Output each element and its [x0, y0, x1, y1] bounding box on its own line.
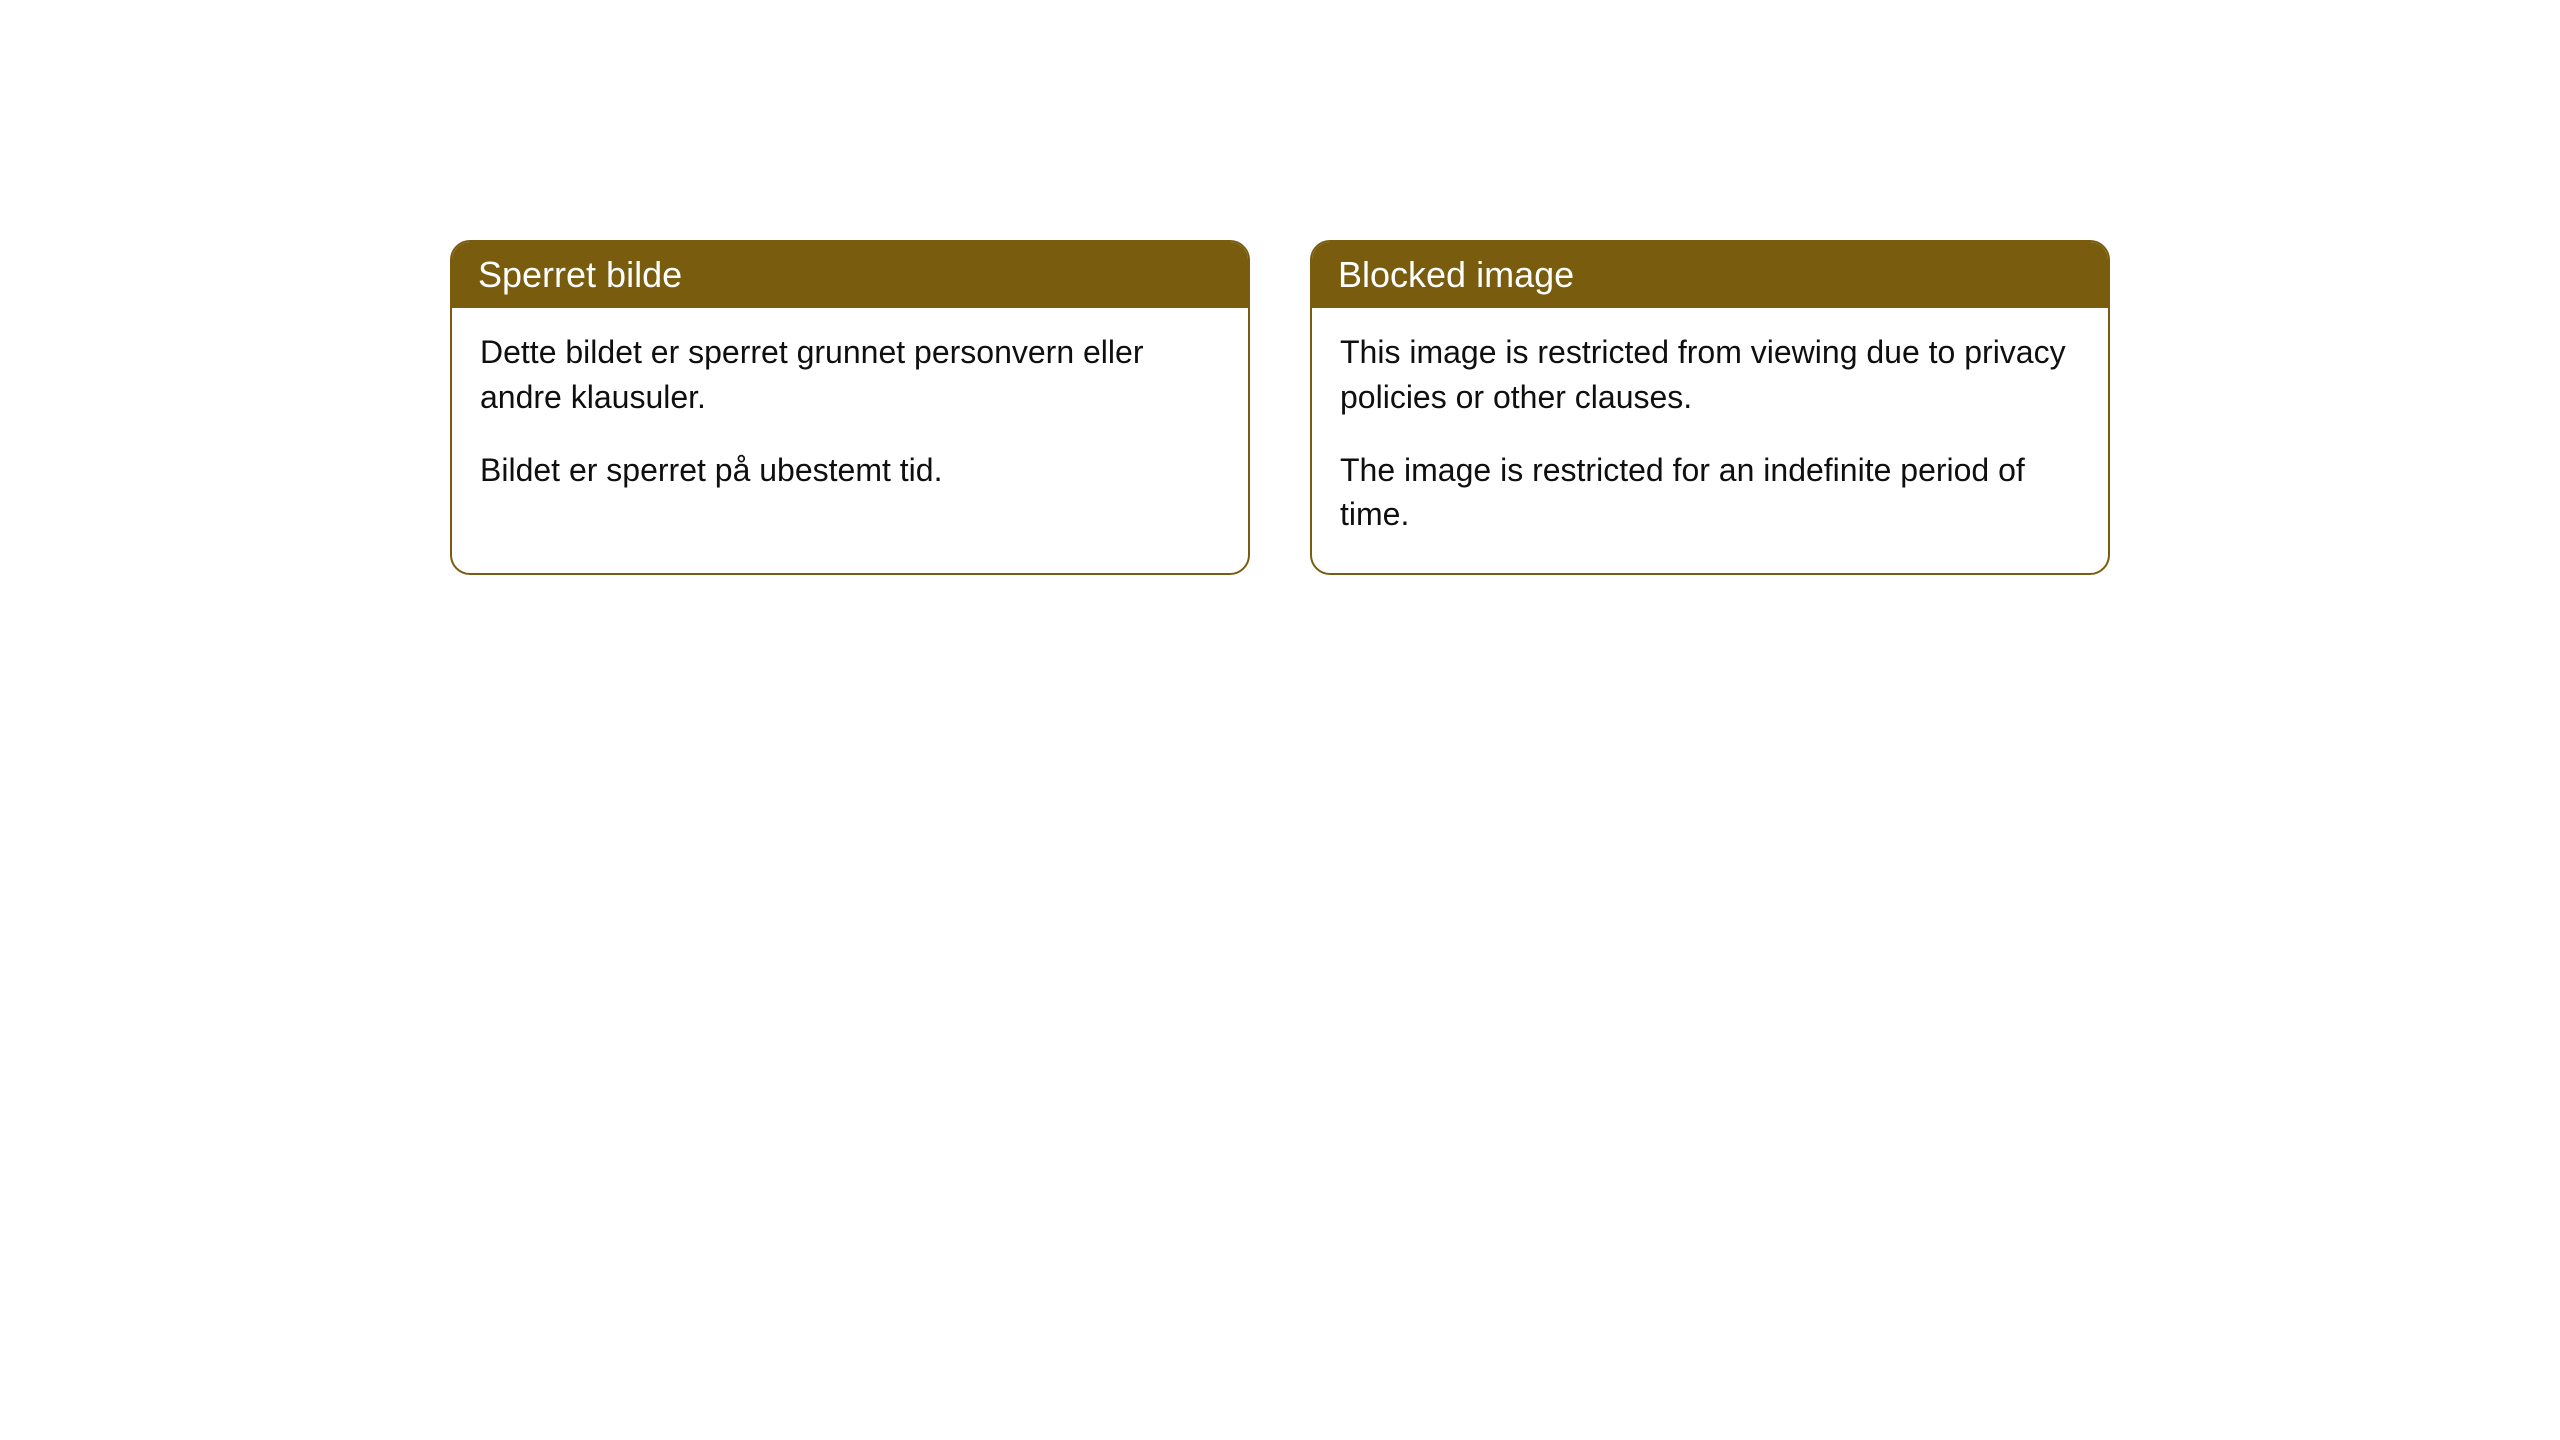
blocked-image-card-no: Sperret bilde Dette bildet er sperret gr…	[450, 240, 1250, 575]
card-paragraph-no-2: Bildet er sperret på ubestemt tid.	[480, 448, 1220, 493]
card-body-en: This image is restricted from viewing du…	[1312, 308, 2108, 573]
blocked-image-card-en: Blocked image This image is restricted f…	[1310, 240, 2110, 575]
cards-container: Sperret bilde Dette bildet er sperret gr…	[450, 240, 2560, 575]
card-header-en: Blocked image	[1312, 242, 2108, 308]
card-paragraph-en-2: The image is restricted for an indefinit…	[1340, 448, 2080, 538]
card-body-no: Dette bildet er sperret grunnet personve…	[452, 308, 1248, 528]
card-title-no: Sperret bilde	[478, 254, 682, 295]
card-header-no: Sperret bilde	[452, 242, 1248, 308]
card-title-en: Blocked image	[1338, 254, 1574, 295]
card-paragraph-en-1: This image is restricted from viewing du…	[1340, 330, 2080, 420]
card-paragraph-no-1: Dette bildet er sperret grunnet personve…	[480, 330, 1220, 420]
